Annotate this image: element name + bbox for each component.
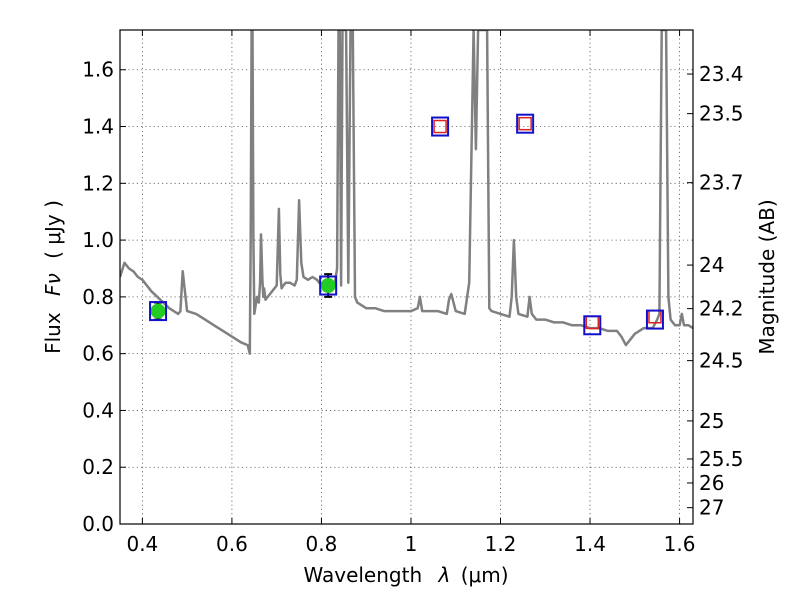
spectrum-line <box>120 30 693 355</box>
x-tick-label: 0.6 <box>216 532 248 556</box>
mag-tick-label: 24 <box>699 253 724 277</box>
mag-tick-label: 23.4 <box>699 62 744 86</box>
y-tick-label: 0.4 <box>82 398 114 422</box>
x-axis-label-text: Wavelength <box>303 563 422 587</box>
y-axis-label-text: Flux <box>41 312 65 354</box>
y-axis-label-symbol: Fν <box>41 273 65 296</box>
mag-tick-label: 24.2 <box>699 297 744 321</box>
axis-ticks: 0.4 0.6 0.8 1 1.2 1.4 1.6 0.0 0.2 0.4 0.6 0.8 1.0 1.2… <box>82 30 744 556</box>
y-axis-label-unit: ( μJy ) <box>41 200 65 259</box>
y-tick-label: 1.2 <box>82 171 114 195</box>
grid <box>120 30 693 525</box>
mag-tick-label: 26 <box>699 471 724 495</box>
y-tick-label: 1.4 <box>82 115 114 139</box>
marker-layer <box>149 113 664 336</box>
mag-tick-label: 25 <box>699 409 724 433</box>
y2-axis-label: Magnitude (AB) <box>755 199 779 354</box>
x-tick-label: 0.4 <box>126 532 158 556</box>
x-axis-label: Wavelength λ (μm) <box>303 563 508 587</box>
x-axis-label-unit: (μm) <box>461 563 509 587</box>
mag-tick-label: 25.5 <box>699 447 744 471</box>
y-tick-label: 0.0 <box>82 512 114 536</box>
mag-tick-label: 23.7 <box>699 171 744 195</box>
model-photometry-point <box>583 315 602 336</box>
y-tick-label: 1.0 <box>82 228 114 252</box>
x-tick-label: 1.6 <box>664 532 696 556</box>
model-photometry-point <box>516 113 535 134</box>
upper-limit-point <box>518 116 532 131</box>
model-photometry-point <box>319 275 338 296</box>
y-tick-label: 0.8 <box>82 285 114 309</box>
model-photometry-point <box>645 309 664 330</box>
x-tick-label: 1 <box>405 532 418 556</box>
mag-tick-label: 23.5 <box>699 102 744 126</box>
y-tick-label: 1.6 <box>82 58 114 82</box>
mag-tick-label: 24.5 <box>699 349 744 373</box>
observed-point <box>320 278 336 294</box>
mag-tick-label: 27 <box>699 496 724 520</box>
x-tick-label: 1.2 <box>485 532 517 556</box>
plot-frame <box>119 29 694 525</box>
y-axis-label: Flux Fν ( μJy ) <box>41 200 65 354</box>
x-tick-label: 1.4 <box>574 532 606 556</box>
upper-limit-point <box>433 119 447 134</box>
x-tick-label: 0.8 <box>306 532 338 556</box>
model-photometry-point <box>431 116 450 137</box>
model-photometry-point <box>149 301 168 322</box>
y-tick-label: 0.2 <box>82 455 114 479</box>
spectrum-layer <box>120 30 693 355</box>
observed-point <box>150 303 166 319</box>
y-tick-label: 0.6 <box>82 342 114 366</box>
x-axis-label-symbol: λ <box>438 563 451 587</box>
